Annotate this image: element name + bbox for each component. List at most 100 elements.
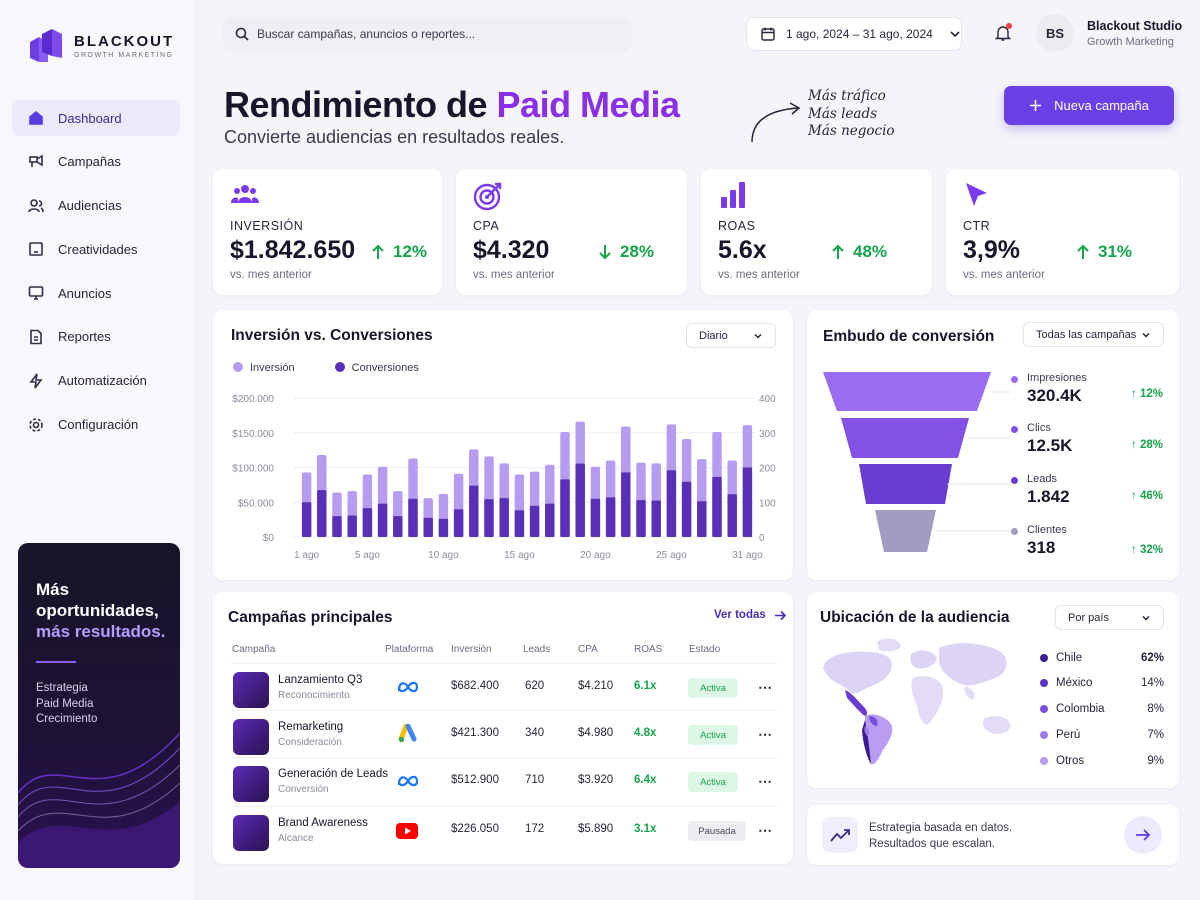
more-options-icon[interactable]: ⋯ (758, 822, 773, 838)
promo-divider (36, 661, 76, 663)
view-all-link[interactable]: Ver todas (714, 609, 787, 621)
sidebar-item-ads[interactable]: Anuncios (12, 275, 180, 311)
column-header[interactable]: CPA (578, 644, 598, 655)
kpi-value: $4.320 (473, 236, 550, 264)
cell-investment: $421.300 (451, 727, 499, 739)
funnel-delta-value: 28% (1139, 439, 1163, 451)
table-row[interactable]: Brand Awareness Alcance $226.050 172 $5.… (231, 806, 777, 853)
sidebar-item-campaigns[interactable]: Campañas (12, 144, 180, 180)
promo-list: Estrategia Paid Media Crecimiento (36, 681, 97, 728)
column-header[interactable]: Campaña (232, 644, 276, 655)
column-header[interactable]: Leads (523, 644, 551, 655)
campaigns-card: Campañas principales Ver todas Campaña P… (213, 592, 793, 864)
bar-chart-icon (721, 182, 745, 208)
cell-investment: $512.900 (451, 774, 499, 786)
cell-cpa: $4.980 (578, 727, 614, 739)
kpi-note: vs. mes anterior (718, 269, 800, 281)
kpi-note: vs. mes anterior (473, 269, 555, 281)
cell-roas: 3.1x (634, 823, 657, 835)
funnel-filter-value: Todas las campañas (1036, 328, 1137, 341)
funnel-graphic (823, 372, 1011, 552)
note-line: Más tráfico (808, 88, 886, 104)
bar-conversiones (484, 499, 494, 537)
new-campaign-button[interactable]: Nueva campaña (1004, 86, 1174, 125)
more-options-icon[interactable]: ⋯ (758, 726, 773, 742)
x-tick-label: 1 ago (294, 550, 319, 561)
bell-icon[interactable] (994, 24, 1012, 42)
cell-leads: 620 (525, 680, 545, 692)
avatar[interactable]: BS (1036, 14, 1074, 52)
kpi-delta-value: 31% (1098, 242, 1133, 261)
column-header[interactable]: Plataforma (385, 644, 434, 655)
bar-conversiones (301, 502, 312, 537)
more-options-icon[interactable]: ⋯ (758, 679, 773, 695)
chart-card: Inversión vs. Conversiones Diario Invers… (213, 310, 793, 580)
kpi-label: INVERSIÓN (230, 219, 304, 233)
column-header[interactable]: ROAS (634, 644, 663, 655)
column-header[interactable]: Estado (689, 644, 721, 655)
view-all-label: Ver todas (714, 609, 766, 621)
audience-dot (1040, 679, 1048, 687)
sidebar-item-creatives[interactable]: Creatividades (12, 231, 180, 267)
arrow-up-icon (372, 244, 384, 259)
sidebar-item-reports[interactable]: Reportes (12, 319, 180, 355)
bar-conversiones (317, 490, 327, 537)
kpi-delta: 48% (831, 242, 887, 262)
bar-conversiones (408, 498, 418, 537)
audience-dot (1040, 654, 1048, 662)
campaign-name: Lanzamiento Q3 (278, 674, 363, 686)
funnel-stage-label: Clientes (1027, 524, 1067, 536)
search-input[interactable]: Buscar campañas, anuncios o reportes... (257, 27, 476, 41)
legend-item[interactable]: Inversión (233, 362, 295, 374)
audience-filter-select[interactable]: Por país (1055, 605, 1164, 630)
meta-icon (397, 775, 419, 787)
kpi-delta-value: 48% (853, 242, 888, 261)
search-bar[interactable]: Buscar campañas, anuncios o reportes... (223, 17, 632, 51)
user-name[interactable]: Blackout Studio (1087, 19, 1183, 33)
kpi-delta: 12% (371, 242, 427, 262)
sidebar-item-dashboard[interactable]: Dashboard (12, 100, 180, 136)
funnel-delta-value: 32% (1139, 544, 1163, 556)
period-select[interactable]: Diario (686, 323, 776, 348)
banner-text: Estrategia basada en datos. Resultados q… (869, 820, 1012, 852)
sidebar-nav: Dashboard Campañas Audiencias Creativida… (12, 100, 180, 450)
calendar-icon (761, 27, 775, 41)
kpi-card-cpa: CPA $4.320 28% vs. mes anterior (456, 169, 687, 295)
bar-conversiones (529, 505, 540, 537)
funnel-stage-value: 320.4K (1027, 386, 1082, 405)
table-row[interactable]: Remarketing Consideración $421.300 340 $… (231, 710, 777, 757)
table-row[interactable]: Generación de Leads Conversión $512.900 … (231, 757, 777, 804)
sidebar-item-settings[interactable]: Configuración (12, 407, 180, 443)
audience-icon (231, 185, 259, 203)
table-row[interactable]: Lanzamiento Q3 Reconocimiento $682.400 6… (231, 663, 777, 710)
brand-name: BLACKOUT (74, 33, 175, 50)
bar-conversiones (575, 463, 585, 537)
sidebar: BLACKOUT GROWTH MARKETING Dashboard Camp… (0, 0, 196, 900)
more-options-icon[interactable]: ⋯ (758, 773, 773, 789)
banner-arrow-button[interactable] (1124, 816, 1162, 854)
legend-item[interactable]: Conversiones (334, 362, 419, 374)
y-tick-right: 100 (759, 498, 776, 509)
funnel-filter-select[interactable]: Todas las campañas (1023, 322, 1164, 347)
funnel-delta: ↑ 28% (1131, 439, 1163, 451)
world-map (823, 638, 1011, 765)
notification-dot (1006, 23, 1012, 29)
bar-conversiones (697, 501, 707, 537)
column-header[interactable]: Inversión (451, 644, 492, 655)
funnel-delta-value: 46% (1139, 490, 1163, 502)
brand[interactable]: BLACKOUT GROWTH MARKETING (28, 28, 174, 64)
funnel-stage-clients (875, 510, 936, 552)
cell-leads: 172 (525, 823, 545, 835)
bar-conversiones (560, 479, 570, 537)
funnel-row: Leads 1.842 (1011, 473, 1167, 507)
funnel-dot (1011, 477, 1018, 484)
audience-filter-value: Por país (1068, 611, 1109, 624)
funnel-stage-impressions (823, 372, 991, 411)
kpi-card-roas: ROAS 5.6x 48% vs. mes anterior (701, 169, 932, 295)
bar-conversiones (453, 509, 464, 537)
date-range-picker[interactable]: 1 ago, 2024 – 31 ago, 2024 (746, 17, 962, 51)
sidebar-item-audiences[interactable]: Audiencias (12, 188, 180, 224)
sidebar-item-automation[interactable]: Automatización (12, 363, 180, 399)
chevron-down-icon (1142, 332, 1150, 338)
audience-country: Perú (1056, 729, 1081, 741)
